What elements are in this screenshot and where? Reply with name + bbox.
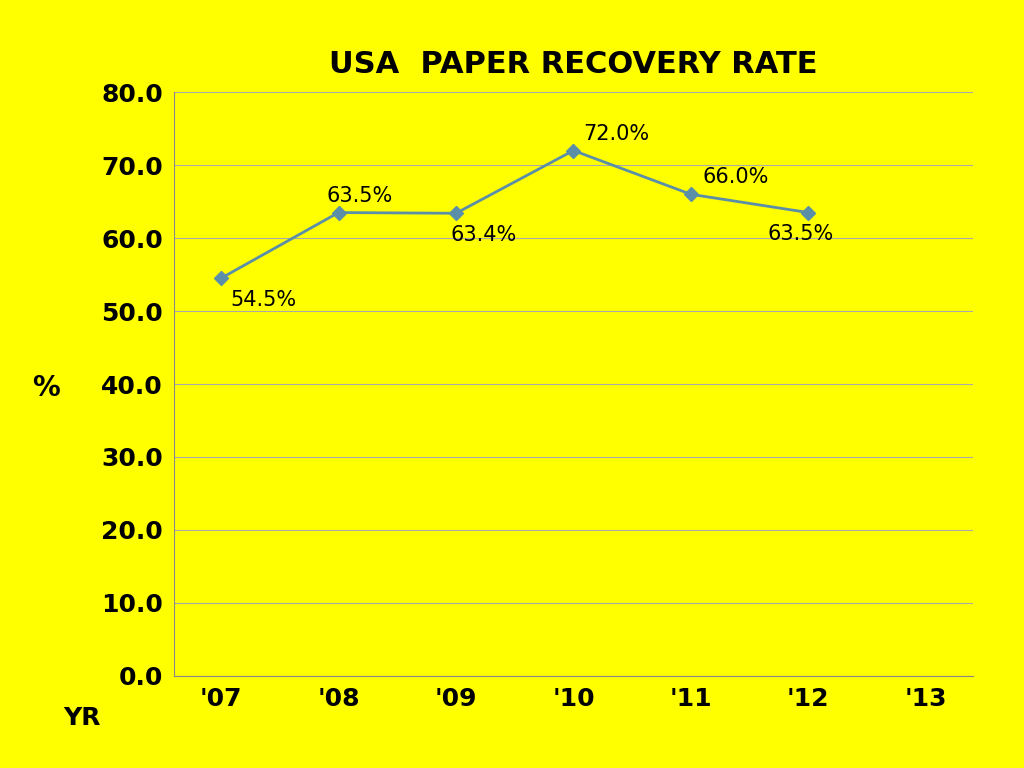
Text: 63.4%: 63.4% xyxy=(451,225,516,245)
Title: USA  PAPER RECOVERY RATE: USA PAPER RECOVERY RATE xyxy=(329,50,818,78)
Text: 66.0%: 66.0% xyxy=(702,167,769,187)
Text: %: % xyxy=(32,374,60,402)
Text: 54.5%: 54.5% xyxy=(230,290,297,310)
Text: 63.5%: 63.5% xyxy=(327,186,393,206)
Text: YR: YR xyxy=(63,706,100,730)
Text: 63.5%: 63.5% xyxy=(767,224,834,244)
Text: 72.0%: 72.0% xyxy=(583,124,649,144)
